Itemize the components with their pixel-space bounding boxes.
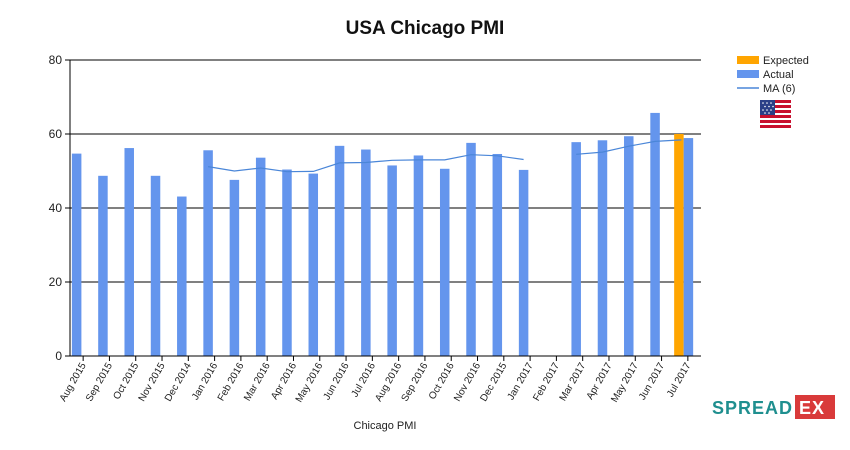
y-tick-label: 40 (49, 201, 63, 215)
y-tick-label: 0 (55, 349, 62, 363)
logo-badge (795, 395, 835, 419)
x-tick-label: Sep 2016 (400, 361, 431, 404)
bar-actual (98, 175, 108, 356)
ma-line (208, 139, 682, 173)
legend-swatch-expected (737, 56, 759, 64)
logo-text-ex: EX (799, 398, 825, 418)
bar-actual (361, 149, 371, 356)
x-tick-label: Jul 2016 (350, 361, 379, 400)
bar-actual (466, 142, 476, 356)
y-tick-label: 60 (49, 127, 63, 141)
bar-actual (229, 179, 240, 356)
bar-actual (650, 112, 660, 356)
bar-actual (71, 153, 82, 356)
bar-actual (334, 145, 345, 356)
bar-expected (674, 134, 684, 356)
bar-actual (624, 136, 634, 356)
x-tick-label: Oct 2015 (112, 361, 142, 402)
x-axis-label: Chicago PMI (354, 420, 417, 432)
x-tick-label: Jul 2017 (665, 361, 694, 400)
y-axis-ticks: 0 20 40 60 80 (49, 53, 70, 363)
chart-title: USA Chicago PMI (346, 18, 505, 39)
bar-actual (282, 169, 292, 356)
bar-actual (203, 150, 213, 356)
x-tick-label: Jun 2016 (322, 361, 352, 403)
bar-actual (492, 153, 503, 356)
bar-actual (124, 148, 134, 356)
bar-actual (150, 175, 161, 356)
x-tick-label: Sep 2015 (84, 361, 115, 404)
bar-actual (518, 169, 529, 356)
y-tick-label: 80 (49, 53, 63, 67)
x-tick-label: Apr 2016 (269, 361, 299, 402)
bar-actual (177, 196, 187, 356)
bar-actual (439, 168, 450, 356)
spreadex-logo: SPREAD EX (712, 395, 835, 419)
legend-label-expected: Expected (763, 55, 809, 67)
legend: Expected Actual MA (6) (737, 55, 809, 95)
bar-actual (255, 157, 266, 356)
x-tick-label: Jun 2017 (637, 361, 667, 403)
x-tick-label: Oct 2016 (427, 361, 457, 402)
legend-swatch-actual (737, 70, 759, 78)
bar-actual (413, 155, 424, 356)
logo-text-spread: SPREAD (712, 398, 793, 418)
bar-actual (571, 142, 581, 356)
us-flag-icon (760, 100, 791, 131)
gridlines (70, 59, 701, 283)
ma-line-segment (208, 154, 524, 173)
bar-actual (683, 138, 694, 356)
y-tick-label: 20 (49, 275, 63, 289)
bars (71, 112, 694, 356)
bar-actual (387, 165, 397, 356)
ma-line-segment (576, 139, 682, 155)
legend-label-actual: Actual (763, 69, 794, 81)
bar-actual (308, 173, 319, 356)
bar-actual (597, 140, 608, 356)
axes (69, 60, 701, 357)
legend-label-ma: MA (6) (763, 83, 795, 95)
